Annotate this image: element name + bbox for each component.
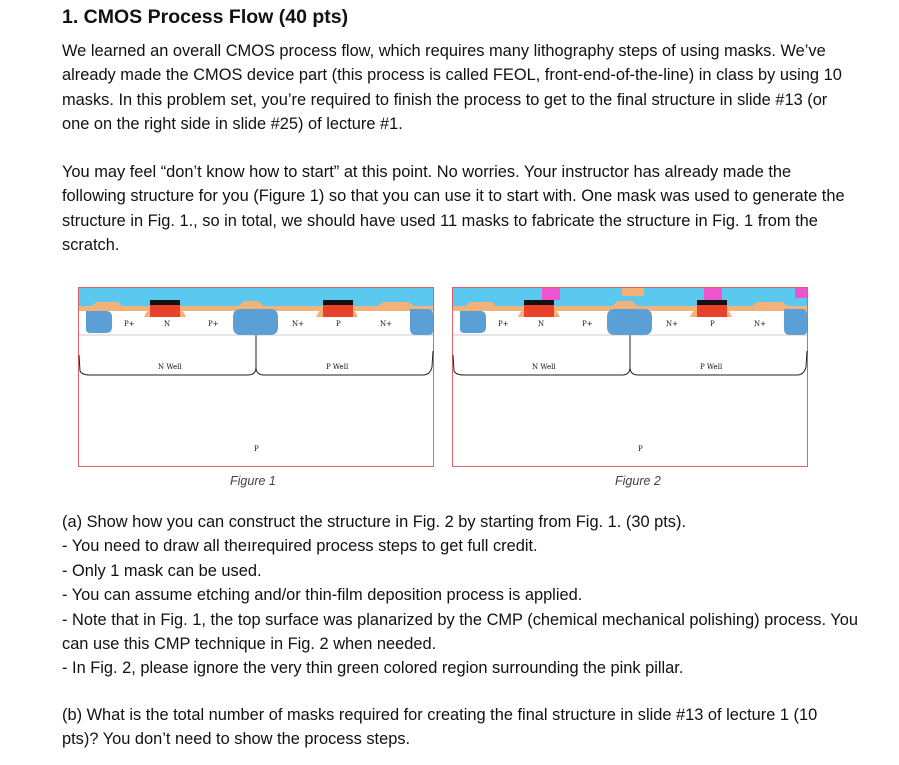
label-nplus-left: N+ <box>666 320 678 328</box>
sti-right <box>784 309 807 335</box>
figure-2-diagram: P+ N P+ N+ P N+ N Well P Well P <box>452 287 808 467</box>
label-pplus-right: P+ <box>582 320 593 328</box>
figure-2-caption: Figure 2 <box>615 474 661 488</box>
label-n-left: N <box>164 320 170 328</box>
nwell-boundary <box>452 335 631 376</box>
sti-left <box>86 311 112 333</box>
part-a-item: - You need to draw all theırequired proc… <box>62 537 538 556</box>
contact-pillar-3 <box>704 288 722 300</box>
label-pwell: P Well <box>326 363 349 371</box>
figure-1-diagram: P+ N P+ N+ P N+ N Well P Well P <box>78 287 434 467</box>
label-p-mid: P <box>710 320 715 328</box>
pwell-boundary <box>255 335 434 376</box>
part-a-item: - In Fig. 2, please ignore the very thin… <box>62 659 684 678</box>
contact-pillar-4 <box>795 288 807 298</box>
sti-right <box>410 309 433 335</box>
figure-1-caption: Figure 1 <box>230 474 276 488</box>
contact-pillar-2-top <box>622 288 644 296</box>
gate-right <box>690 300 732 317</box>
pwell-boundary <box>629 335 808 376</box>
part-a-item: - Note that in Fig. 1, the top surface w… <box>62 610 858 654</box>
label-nwell: N Well <box>158 363 182 371</box>
sti-center <box>607 309 652 335</box>
label-substrate: P <box>254 445 259 453</box>
part-b-question: (b) What is the total number of masks re… <box>62 706 818 749</box>
label-nplus-left: N+ <box>292 320 304 328</box>
label-n-left: N <box>538 320 544 328</box>
gate-left <box>518 300 560 317</box>
contact-pillar-1 <box>542 288 560 300</box>
label-nwell: N Well <box>532 363 556 371</box>
figure-intro-paragraph: You may feel “don’t know how to start” a… <box>62 163 845 255</box>
figure-2: P+ N P+ N+ P N+ N Well P Well P <box>452 287 808 467</box>
part-a-list: (a) Show how you can construct the struc… <box>62 510 862 681</box>
label-substrate: P <box>638 445 643 453</box>
gate-left <box>144 300 186 317</box>
sti-left <box>460 311 486 333</box>
label-pplus-right: P+ <box>208 320 219 328</box>
gate-right <box>316 300 358 317</box>
label-p-mid: P <box>336 320 341 328</box>
problem-title: 1. CMOS Process Flow (40 pts) <box>62 6 349 28</box>
part-a-intro: (a) Show how you can construct the struc… <box>62 513 687 531</box>
label-pwell: P Well <box>700 363 723 371</box>
label-pplus-left: P+ <box>124 320 135 328</box>
label-nplus-right: N+ <box>754 320 766 328</box>
figure-1: P+ N P+ N+ P N+ N Well P Well P <box>78 287 434 467</box>
sti-center <box>233 309 278 335</box>
nwell-boundary <box>78 335 257 376</box>
label-pplus-left: P+ <box>498 320 509 328</box>
intro-paragraph: We learned an overall CMOS process flow,… <box>62 42 842 134</box>
label-nplus-right: N+ <box>380 320 392 328</box>
part-a-item: - Only 1 mask can be used. <box>62 561 262 580</box>
part-a-item: - You can assume etching and/or thin-fil… <box>62 586 583 605</box>
